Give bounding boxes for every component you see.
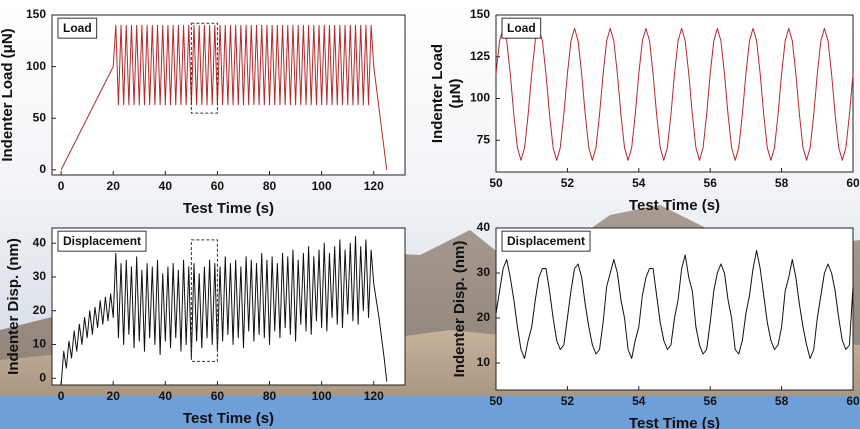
y-tick-label: 30: [33, 269, 47, 283]
data-line: [495, 250, 854, 359]
data-line: [60, 235, 388, 386]
x-tick-label: 54: [632, 394, 646, 408]
y-tick-label: 10: [33, 337, 47, 351]
y-tick-label: 150: [26, 7, 46, 21]
y-tick-label: 100: [26, 59, 46, 73]
y-axis-title: Indenter Load: [429, 44, 446, 143]
x-tick-label: 80: [263, 179, 277, 193]
y-tick-label: 50: [33, 110, 47, 124]
annotation-box: [501, 230, 591, 252]
y-tick-label: 150: [470, 7, 490, 21]
y-tick-label: 30: [477, 265, 491, 279]
x-tick-label: 120: [364, 179, 384, 193]
y-axis-title: Indenter Load (μN): [0, 28, 16, 161]
y-tick-label: 75: [477, 132, 491, 146]
highlight-box: [190, 239, 218, 362]
background-band: [0, 396, 860, 429]
y-tick-label: 40: [477, 220, 491, 234]
x-axis-title: Test Time (s): [183, 200, 274, 217]
annotation-box: [57, 17, 98, 39]
plot-area: [495, 14, 854, 173]
x-tick-label: 52: [561, 176, 575, 190]
x-tick-label: 120: [364, 389, 384, 403]
x-tick-label: 60: [211, 389, 225, 403]
x-tick-label: 80: [263, 389, 277, 403]
y-axis-title: Indenter Disp. (nm): [451, 241, 468, 378]
y-tick-label: 20: [477, 310, 491, 324]
annotation: Load: [507, 21, 536, 35]
y-tick-label: 100: [470, 91, 490, 105]
x-axis-title: Test Time (s): [629, 197, 720, 214]
annotation-box: [501, 17, 542, 39]
y-tick-label: 0: [39, 370, 46, 384]
x-tick-label: 56: [704, 394, 718, 408]
x-tick-label: 100: [312, 389, 332, 403]
x-axis-title: Test Time (s): [183, 410, 274, 427]
x-tick-label: 58: [775, 394, 789, 408]
annotation: Displacement: [63, 234, 141, 248]
x-tick-label: 40: [159, 389, 173, 403]
data-line: [60, 24, 388, 171]
x-tick-label: 50: [489, 176, 503, 190]
y-tick-label: 20: [33, 303, 47, 317]
plot-area: [495, 227, 854, 391]
x-tick-label: 60: [846, 176, 860, 190]
x-axis-title: Test Time (s): [629, 415, 720, 429]
x-tick-label: 60: [211, 179, 225, 193]
y-tick-label: 125: [470, 49, 490, 63]
x-tick-label: 0: [58, 389, 65, 403]
x-tick-label: 58: [775, 176, 789, 190]
x-tick-label: 100: [312, 179, 332, 193]
y-tick-label: 10: [477, 355, 491, 369]
x-tick-label: 54: [632, 176, 646, 190]
x-tick-label: 20: [107, 389, 121, 403]
highlight-box: [190, 22, 218, 114]
y-tick-label: 40: [33, 235, 47, 249]
annotation: Load: [63, 21, 92, 35]
x-tick-label: 0: [58, 179, 65, 193]
x-tick-label: 20: [107, 179, 121, 193]
x-tick-label: 40: [159, 179, 173, 193]
x-tick-label: 60: [846, 394, 860, 408]
x-tick-label: 52: [561, 394, 575, 408]
y-axis-title: (μN): [447, 78, 464, 108]
x-tick-label: 56: [704, 176, 718, 190]
y-axis-title: Indenter Disp. (nm): [5, 238, 22, 375]
annotation-box: [57, 230, 147, 252]
data-line: [495, 27, 854, 161]
x-tick-label: 50: [489, 394, 503, 408]
annotation: Displacement: [507, 234, 585, 248]
y-tick-label: 0: [39, 162, 46, 176]
